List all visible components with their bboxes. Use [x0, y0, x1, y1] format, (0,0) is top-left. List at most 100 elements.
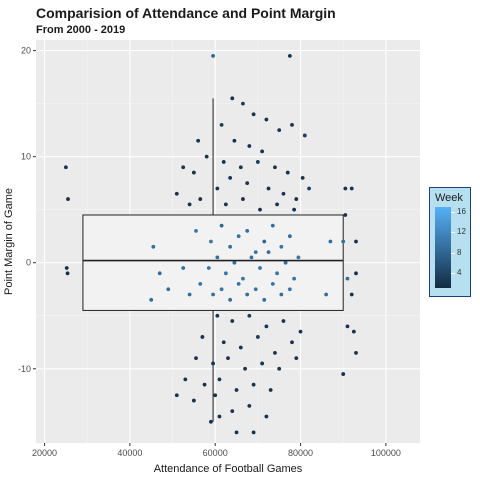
- data-point: [351, 329, 356, 334]
- chart-title: Comparision of Attendance and Point Marg…: [36, 5, 336, 21]
- legend-tick: [451, 232, 455, 234]
- data-point: [213, 393, 218, 398]
- data-point: [204, 154, 209, 159]
- x-tick-label: 100000: [371, 448, 401, 458]
- data-point: [223, 271, 228, 276]
- data-point: [194, 356, 198, 361]
- data-point: [341, 372, 346, 376]
- x-tick-label: 40000: [117, 448, 142, 458]
- data-point: [251, 382, 256, 387]
- data-point: [157, 271, 162, 276]
- data-point: [349, 186, 354, 191]
- data-point: [219, 287, 224, 292]
- data-point: [151, 244, 156, 249]
- data-point: [292, 207, 297, 212]
- chart-subtitle: From 2000 - 2019: [36, 24, 126, 36]
- data-point: [290, 122, 294, 127]
- data-point: [234, 430, 239, 435]
- data-point: [253, 250, 258, 255]
- data-point: [260, 149, 265, 154]
- data-point: [255, 160, 260, 164]
- data-point: [253, 287, 258, 292]
- data-point: [341, 239, 346, 244]
- data-point: [275, 271, 279, 276]
- data-point: [187, 292, 192, 297]
- data-point: [273, 350, 277, 355]
- legend-label: 8: [457, 247, 462, 257]
- data-point: [236, 234, 241, 239]
- data-point: [292, 276, 297, 281]
- y-tick-label: 10: [21, 152, 31, 162]
- data-point: [247, 313, 252, 318]
- data-point: [245, 292, 250, 297]
- data-point: [221, 340, 226, 345]
- data-point: [174, 393, 179, 398]
- legend-label: 4: [457, 267, 462, 277]
- data-point: [228, 244, 233, 249]
- data-point: [302, 133, 307, 138]
- data-point: [279, 292, 284, 297]
- data-point: [232, 260, 237, 265]
- data-point: [287, 287, 292, 292]
- data-point: [65, 271, 70, 276]
- data-point: [294, 197, 299, 201]
- data-point: [290, 340, 294, 345]
- data-point: [217, 377, 222, 382]
- data-point: [241, 101, 245, 106]
- data-point: [279, 244, 284, 249]
- data-point: [255, 335, 260, 339]
- data-point: [266, 186, 271, 191]
- data-point: [258, 266, 262, 270]
- data-point: [238, 345, 243, 350]
- y-tick-label: -10: [18, 364, 31, 374]
- data-point: [196, 138, 201, 143]
- data-point: [183, 377, 188, 382]
- x-axis-ticks: 20000 40000 60000 80000 100000: [32, 443, 401, 458]
- data-point: [324, 292, 329, 297]
- data-point: [209, 239, 213, 244]
- data-point: [264, 414, 269, 419]
- data-point: [63, 165, 68, 170]
- data-point: [230, 409, 235, 414]
- data-point: [343, 186, 348, 191]
- data-point: [211, 54, 215, 58]
- y-tick-label: 0: [26, 258, 31, 268]
- data-point: [198, 197, 203, 201]
- data-point: [307, 186, 311, 191]
- y-tick-label: 20: [21, 46, 31, 56]
- x-tick-label: 80000: [288, 448, 313, 458]
- data-point: [64, 266, 69, 270]
- legend-color-bar: [435, 207, 451, 288]
- data-point: [300, 175, 305, 180]
- data-point: [247, 403, 252, 408]
- data-point: [251, 112, 256, 117]
- data-point: [245, 228, 250, 233]
- data-point: [283, 260, 288, 265]
- data-point: [191, 170, 196, 175]
- legend-title: Week: [435, 192, 463, 204]
- data-point: [241, 197, 245, 201]
- data-point: [249, 255, 254, 260]
- data-point: [343, 213, 348, 217]
- y-axis-ticks: -10 0 10 20: [18, 46, 36, 374]
- data-point: [266, 250, 271, 255]
- data-point: [285, 170, 290, 175]
- data-point: [174, 191, 179, 196]
- data-point: [194, 228, 198, 233]
- data-point: [230, 96, 235, 101]
- data-point: [245, 181, 250, 186]
- data-point: [345, 324, 350, 329]
- data-point: [345, 276, 350, 281]
- legend-tick: [451, 272, 455, 274]
- data-point: [211, 292, 215, 297]
- data-point: [238, 165, 243, 170]
- data-point: [219, 122, 224, 127]
- data-point: [260, 361, 265, 366]
- data-point: [226, 356, 230, 361]
- data-point: [217, 414, 222, 419]
- data-point: [294, 356, 299, 361]
- data-point: [211, 361, 215, 366]
- data-point: [258, 207, 262, 212]
- data-point: [281, 319, 286, 323]
